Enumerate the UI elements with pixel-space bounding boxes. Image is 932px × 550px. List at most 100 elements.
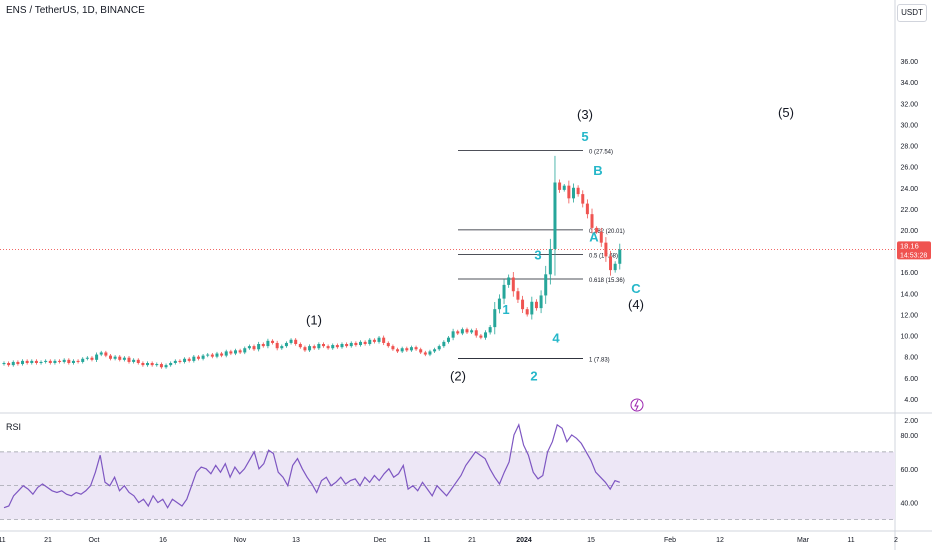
x-tick-label: 16 xyxy=(159,537,167,544)
y-tick-label: 28.00 xyxy=(900,144,918,151)
candle-body xyxy=(474,330,478,336)
candle-body xyxy=(340,344,344,348)
candle-body xyxy=(234,350,237,354)
candle-body xyxy=(280,346,284,349)
x-tick-label: 15 xyxy=(587,537,595,544)
rsi-panel: 80.00 60.00 40.00 xyxy=(0,423,918,520)
candle-body xyxy=(558,182,562,190)
candle-body xyxy=(44,360,48,362)
candle-body xyxy=(368,339,372,344)
candle-body xyxy=(30,360,34,363)
rsi-tick-label: 60.00 xyxy=(900,467,918,474)
candle-body xyxy=(497,298,501,310)
candle-body xyxy=(11,361,15,366)
candle-body xyxy=(178,360,182,362)
x-tick-label: 11 xyxy=(0,537,6,544)
candle-body xyxy=(118,356,122,360)
candle-body xyxy=(451,331,455,338)
candle-body xyxy=(493,309,497,328)
candle-body xyxy=(345,344,349,347)
candle-body xyxy=(317,344,321,349)
candle-body xyxy=(243,348,247,353)
fib-label: 0.618 (15.36) xyxy=(589,278,625,284)
candle-body xyxy=(238,350,242,353)
candle-body xyxy=(220,353,224,356)
candle-body xyxy=(229,351,233,354)
candle-body xyxy=(484,332,488,338)
currency-unit-button[interactable]: USDT xyxy=(897,4,927,22)
x-tick-label: Nov xyxy=(234,537,247,544)
candle-body xyxy=(525,309,529,315)
candle-body xyxy=(428,351,432,355)
candle-body xyxy=(446,337,450,342)
x-tick-label: Mar xyxy=(797,537,810,544)
candle-body xyxy=(456,331,460,334)
candle-body xyxy=(609,256,613,271)
fib-label: 1 (7.83) xyxy=(589,357,610,363)
price-badge: 18.16 14:53:28 xyxy=(897,241,931,260)
candle-body xyxy=(534,301,538,309)
wave-label: 3 xyxy=(534,247,541,262)
candle-body xyxy=(530,301,534,315)
candle-body xyxy=(16,361,20,365)
wave-label: 5 xyxy=(581,129,588,144)
candle-body xyxy=(502,284,506,299)
candle-body xyxy=(192,356,196,361)
y-tick-label: 6.00 xyxy=(904,376,918,383)
candle-body xyxy=(164,365,168,368)
fibonacci-retracement[interactable]: 0 (27.54) 0.382 (20.01) 0.5 (17.68) 0.618 (… xyxy=(458,149,625,363)
price-badge-countdown: 14:53:28 xyxy=(900,252,927,259)
y-tick-label: 36.00 xyxy=(900,59,918,66)
price-badge-value: 18.16 xyxy=(900,241,919,250)
candle-body xyxy=(359,341,363,346)
candle-body xyxy=(553,182,557,249)
candle-body xyxy=(419,349,423,353)
candle-body xyxy=(377,337,381,342)
x-tick-label: 21 xyxy=(468,537,476,544)
candle-body xyxy=(7,363,11,366)
candlestick-series xyxy=(2,155,622,369)
candle-body xyxy=(104,352,108,356)
candle-body xyxy=(76,360,80,362)
candle-body xyxy=(585,203,589,215)
alert-icon[interactable] xyxy=(630,398,644,412)
time-axis[interactable]: 11 21 Oct 16 Nov 13 Dec 11 21 2024 15 Feb 12 Mar 11 2 xyxy=(0,537,898,544)
candle-body xyxy=(266,340,270,347)
x-tick-label: 13 xyxy=(292,537,300,544)
candle-body xyxy=(146,363,150,366)
candle-body xyxy=(386,342,390,347)
candle-body xyxy=(169,363,173,366)
candle-body xyxy=(150,363,154,366)
wave-label: (5) xyxy=(778,105,794,120)
candle-body xyxy=(331,345,335,349)
x-tick-label: Dec xyxy=(374,537,387,544)
candle-body xyxy=(613,263,617,271)
candle-body xyxy=(581,194,585,204)
candle-body xyxy=(414,347,418,350)
candle-body xyxy=(470,330,474,333)
x-tick-label: 2 xyxy=(894,537,898,544)
y-tick-label: 2.00 xyxy=(904,418,918,425)
candle-body xyxy=(308,346,312,351)
candle-body xyxy=(405,348,409,351)
y-tick-label: 22.00 xyxy=(900,207,918,214)
candle-body xyxy=(85,357,89,359)
wave-label: 1 xyxy=(502,302,509,317)
candle-body xyxy=(321,344,325,347)
candle-body xyxy=(303,347,307,351)
candle-body xyxy=(590,214,594,228)
candle-body xyxy=(599,232,603,243)
candle-body xyxy=(21,360,25,365)
candle-body xyxy=(187,358,191,361)
y-tick-label: 30.00 xyxy=(900,122,918,129)
candle-body xyxy=(34,360,38,363)
candle-body xyxy=(521,299,525,310)
x-tick-label: Feb xyxy=(664,537,676,544)
fib-label: 0 (27.54) xyxy=(589,149,613,155)
candle-body xyxy=(595,227,599,233)
candle-body xyxy=(48,360,52,363)
candle-body xyxy=(284,342,288,347)
candle-body xyxy=(312,346,316,349)
candle-body xyxy=(423,352,427,355)
